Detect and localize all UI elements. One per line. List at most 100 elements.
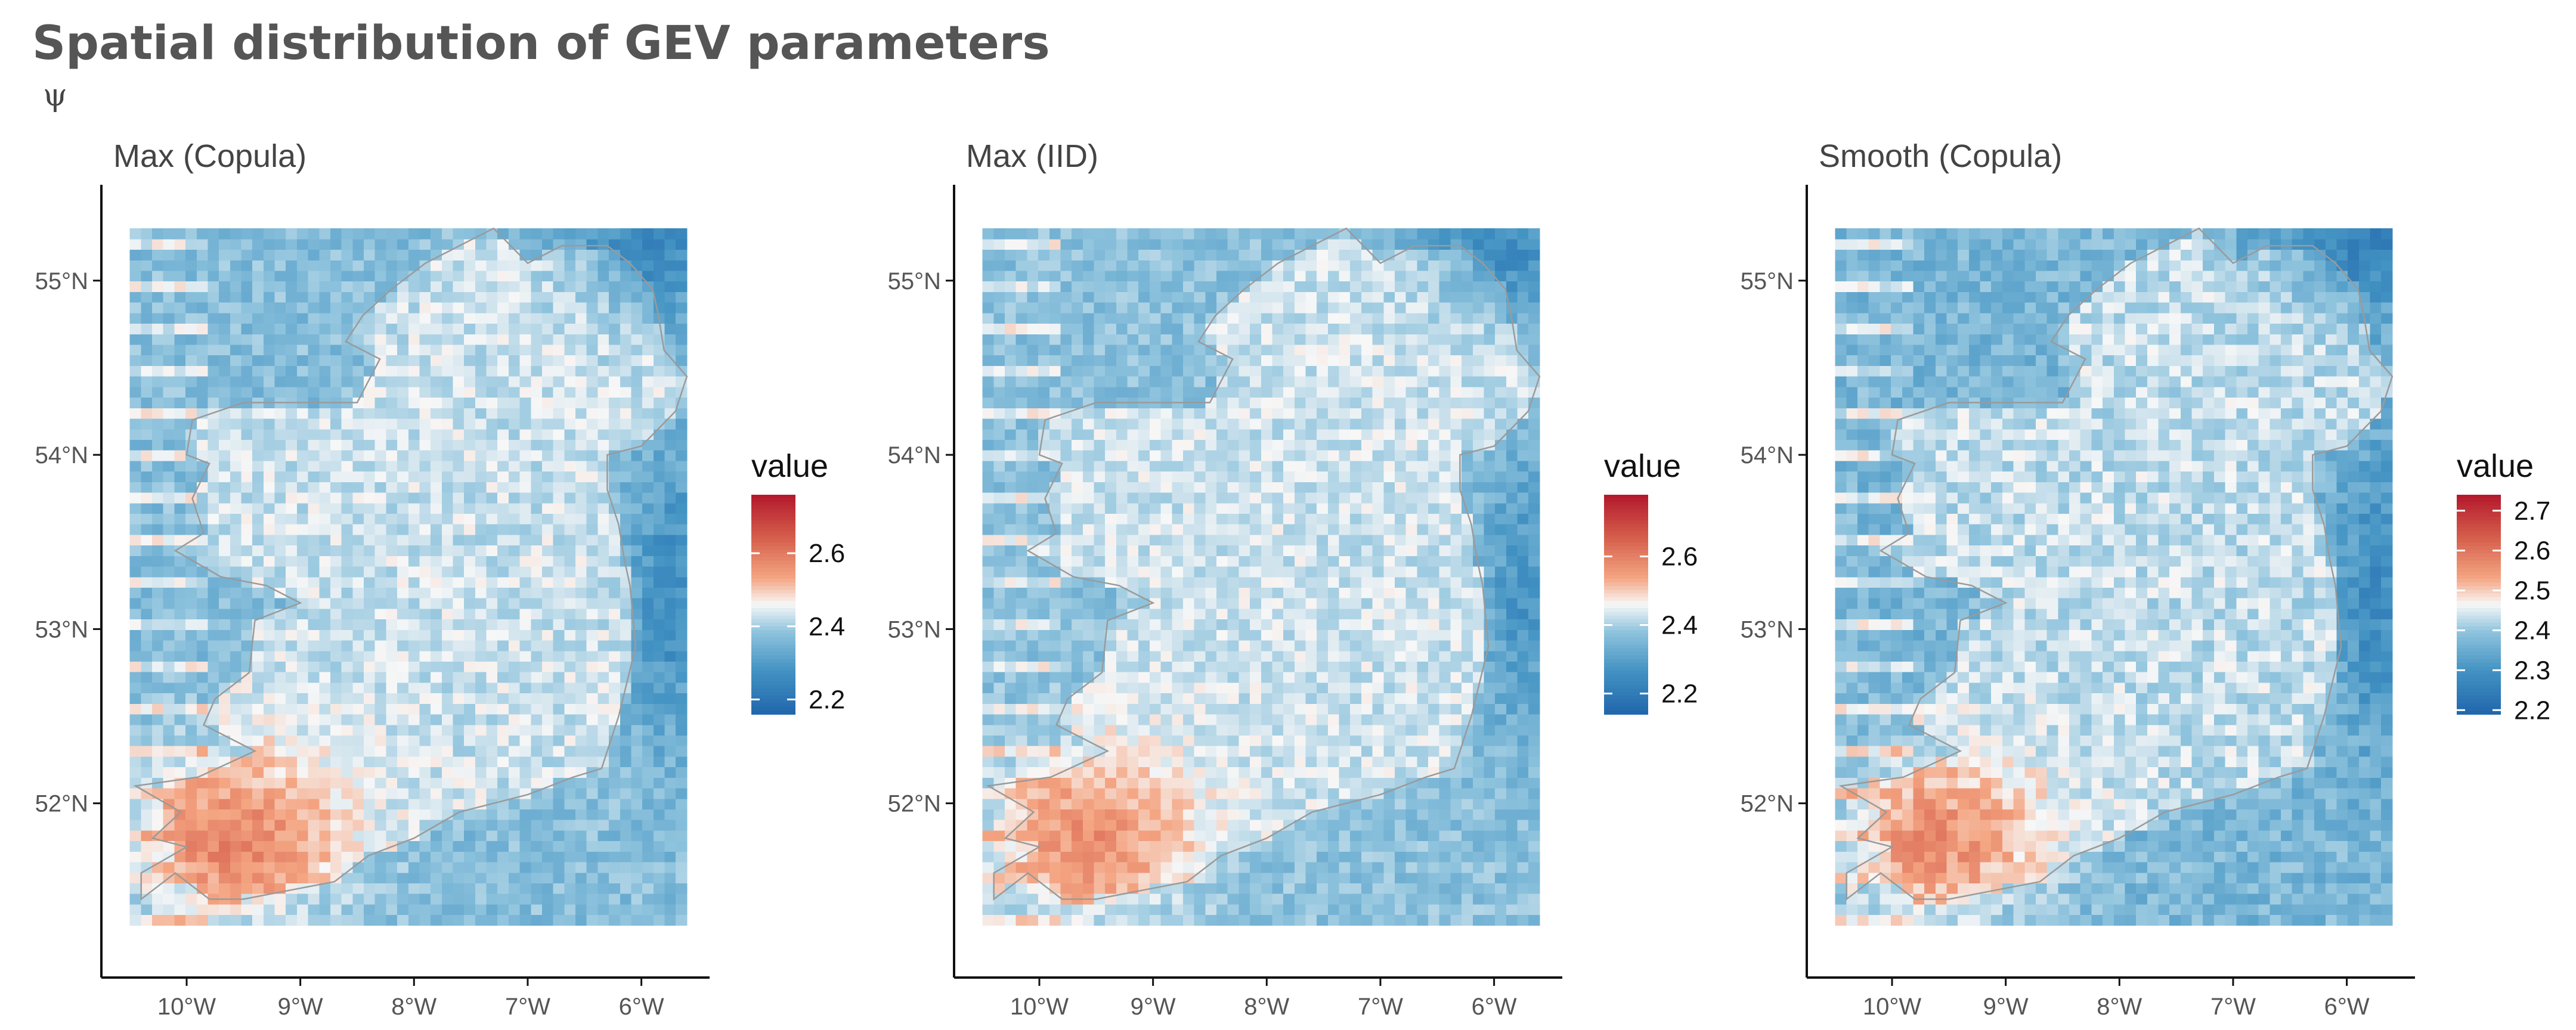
heatmap-cell xyxy=(241,629,253,641)
heatmap-cell xyxy=(374,619,386,630)
heatmap-cell xyxy=(1160,904,1172,916)
heatmap-cell xyxy=(664,418,676,430)
heatmap-cell xyxy=(1105,809,1117,820)
heatmap-cell xyxy=(486,851,498,863)
heatmap-cell xyxy=(397,471,409,482)
heatmap-cell xyxy=(419,270,431,282)
heatmap-cell xyxy=(542,862,554,873)
heatmap-cell xyxy=(1049,883,1061,894)
heatmap-cell xyxy=(519,238,531,250)
heatmap-cell xyxy=(531,513,543,525)
heatmap-cell xyxy=(597,714,609,725)
heatmap-cell xyxy=(982,904,994,916)
heatmap-tiles xyxy=(982,228,1540,926)
heatmap-cell xyxy=(453,798,465,809)
heatmap-cell xyxy=(497,513,509,525)
heatmap-cell xyxy=(219,482,231,493)
heatmap-cell xyxy=(319,798,331,809)
heatmap-cell xyxy=(1149,661,1162,672)
heatmap-cell xyxy=(241,693,253,704)
heatmap-cell xyxy=(564,492,576,504)
heatmap-cell xyxy=(152,323,164,334)
heatmap-cell xyxy=(475,809,487,820)
heatmap-cell xyxy=(163,492,175,504)
heatmap-cell xyxy=(586,513,598,525)
heatmap-cell xyxy=(475,524,487,535)
legend-color-step xyxy=(751,597,795,601)
heatmap-cell xyxy=(196,534,209,546)
heatmap-cell xyxy=(163,238,175,250)
heatmap-cell xyxy=(1395,883,1407,894)
heatmap-cell xyxy=(631,629,643,641)
heatmap-cell xyxy=(531,492,543,504)
heatmap-cell xyxy=(219,334,231,345)
heatmap-cell xyxy=(982,788,994,799)
heatmap-cell xyxy=(1049,661,1061,672)
heatmap-cell xyxy=(653,502,665,514)
heatmap-cell xyxy=(1172,798,1184,809)
heatmap-cell xyxy=(1417,587,1429,598)
heatmap-cell xyxy=(1439,640,1451,651)
heatmap-cell xyxy=(653,260,665,271)
heatmap-cell xyxy=(1506,735,1518,746)
heatmap-cell xyxy=(1227,872,1239,883)
heatmap-cell xyxy=(196,735,209,746)
heatmap-cell xyxy=(1172,914,1184,926)
heatmap-cell xyxy=(453,228,465,240)
heatmap-cell xyxy=(219,883,231,894)
heatmap-cell xyxy=(408,524,420,535)
heatmap-cell xyxy=(531,482,543,493)
heatmap-cell xyxy=(519,587,531,598)
heatmap-cell xyxy=(174,281,186,292)
heatmap-cell xyxy=(464,502,476,514)
heatmap-cell xyxy=(1405,619,1417,630)
heatmap-cell xyxy=(664,502,676,514)
heatmap-cell xyxy=(431,914,442,926)
heatmap-cell xyxy=(386,682,398,694)
heatmap-cell xyxy=(664,672,676,683)
heatmap-cell xyxy=(486,820,498,831)
heatmap-cell xyxy=(174,534,186,546)
heatmap-cell xyxy=(631,460,643,472)
heatmap-cell xyxy=(431,365,442,377)
heatmap-cell xyxy=(620,429,632,440)
heatmap-cell xyxy=(575,672,587,683)
x-tick-label: 8°W xyxy=(391,994,436,1020)
heatmap-cell xyxy=(296,492,309,504)
heatmap-cell xyxy=(1149,756,1162,768)
heatmap-cell xyxy=(308,904,320,916)
heatmap-cell xyxy=(1094,830,1106,842)
heatmap-cell xyxy=(475,471,487,482)
heatmap-cell xyxy=(1005,767,1017,778)
heatmap-cell xyxy=(531,397,543,408)
heatmap-cell xyxy=(1060,820,1072,831)
heatmap-cell xyxy=(1261,608,1273,620)
heatmap-cell xyxy=(1395,788,1407,799)
heatmap-cell xyxy=(609,830,621,842)
heatmap-cell xyxy=(163,746,175,757)
heatmap-cell xyxy=(1417,672,1429,683)
heatmap-cell xyxy=(1239,904,1250,916)
heatmap-cell xyxy=(664,334,676,345)
heatmap-cell xyxy=(241,270,253,282)
heatmap-cell xyxy=(553,376,565,387)
heatmap-cell xyxy=(653,640,665,651)
heatmap-cell xyxy=(263,238,275,250)
heatmap-cell xyxy=(542,534,554,546)
heatmap-cell xyxy=(475,640,487,651)
heatmap-cell xyxy=(508,672,521,683)
heatmap-cell xyxy=(152,788,164,799)
heatmap-cell xyxy=(141,524,153,535)
heatmap-cell xyxy=(419,862,431,873)
heatmap-cell xyxy=(464,619,476,630)
heatmap-cell xyxy=(274,492,286,504)
heatmap-cell xyxy=(1528,862,1540,873)
heatmap-cell xyxy=(1506,619,1518,630)
heatmap-cell xyxy=(129,302,141,314)
heatmap-cell xyxy=(274,746,286,757)
heatmap-cell xyxy=(252,545,264,556)
x-tick-label: 9°W xyxy=(278,994,323,1020)
heatmap-cell xyxy=(230,714,242,725)
heatmap-cell xyxy=(1339,788,1351,799)
